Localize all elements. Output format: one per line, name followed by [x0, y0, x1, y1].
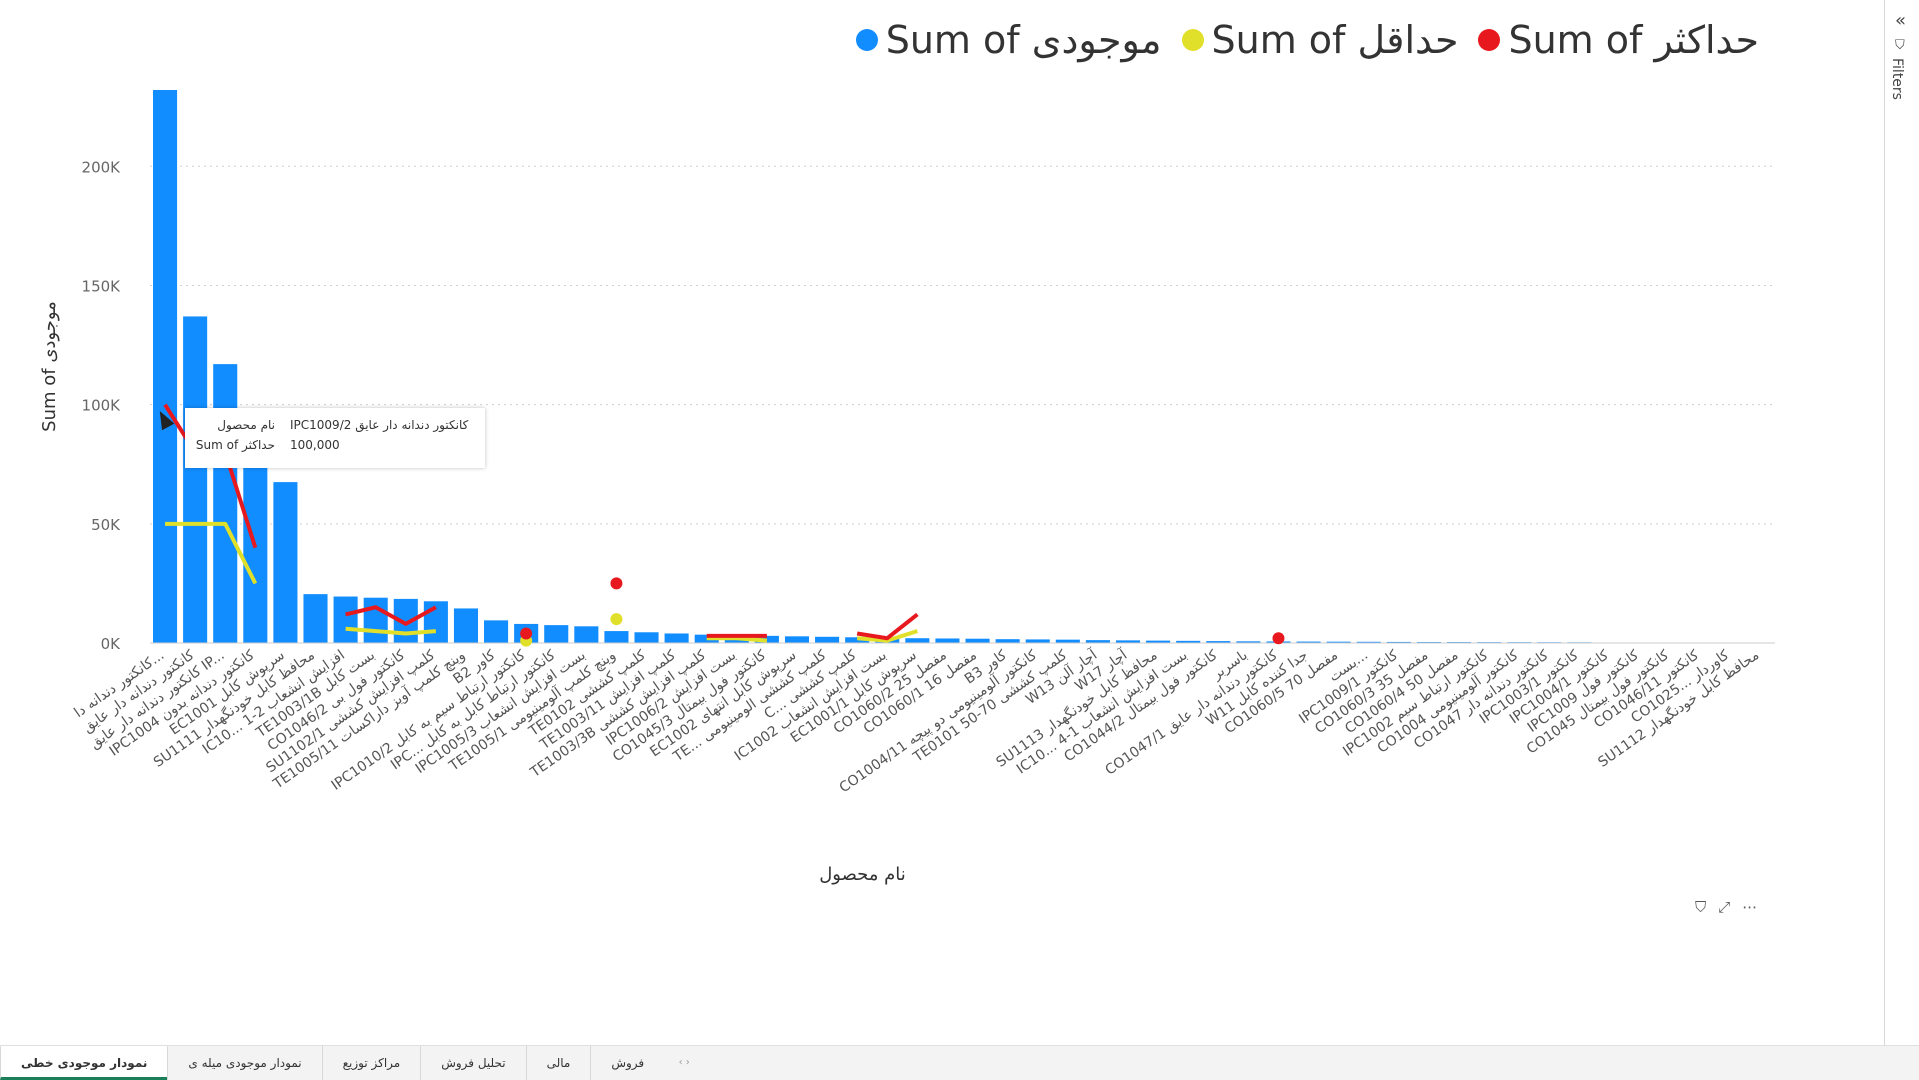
tab-sales[interactable]: فروش	[590, 1046, 664, 1080]
bar	[453, 608, 479, 643]
bar	[1115, 640, 1141, 643]
legend-item-max[interactable]: Sum of حداکثر	[1478, 18, 1759, 62]
bar	[363, 597, 388, 643]
bar	[544, 625, 569, 643]
y-tick-label: 200K	[82, 158, 122, 176]
bar	[243, 461, 268, 643]
min-point	[610, 613, 623, 626]
filters-pane[interactable]: « ⛉ Filters	[1884, 0, 1919, 1045]
min-line	[165, 521, 258, 585]
legend-dot-min	[1181, 29, 1204, 51]
bar	[1176, 640, 1201, 643]
more-options-icon[interactable]: ⋯	[1742, 898, 1758, 916]
tooltip-key-max: Sum of حداکثر	[195, 438, 275, 452]
legend-dot-stock	[855, 29, 878, 51]
y-axis-title: Sum of موجودی	[39, 301, 60, 432]
filter-icon[interactable]: ⛉	[1695, 898, 1707, 916]
legend-dot-max	[1478, 29, 1501, 51]
y-tick-label: 50K	[91, 516, 121, 534]
bar	[183, 316, 208, 643]
bar	[1326, 641, 1351, 643]
max-line	[856, 612, 919, 641]
bar	[1206, 641, 1231, 643]
bar	[784, 636, 810, 643]
tab-sales-analysis[interactable]: تحلیل فروش	[420, 1046, 525, 1080]
bar	[153, 90, 178, 643]
legend-label-min: Sum of حداقل	[1211, 18, 1459, 62]
collapse-chevron-icon[interactable]: «	[1895, 10, 1907, 31]
filters-label: Filters	[1889, 58, 1905, 100]
visual-header-icons: ⛉ ⤢ ⋯	[1695, 898, 1757, 916]
bar	[303, 594, 328, 643]
x-axis-title: نام محصول	[819, 864, 906, 885]
bar	[1055, 639, 1080, 643]
tab-finance[interactable]: مالی	[525, 1046, 591, 1080]
min-line	[706, 636, 768, 643]
bar	[1356, 641, 1381, 643]
y-tick-label: 100K	[82, 397, 122, 415]
tab-scroll-arrows-icon[interactable]: ‹ ›	[678, 1057, 690, 1068]
bar	[634, 632, 659, 643]
tab-inventory-bar-chart[interactable]: نمودار موجودی میله ی	[167, 1046, 321, 1080]
min-line	[857, 629, 918, 643]
funnel-icon: ⛉	[1895, 38, 1905, 53]
max-point	[610, 577, 623, 590]
bar	[574, 626, 599, 643]
bar	[935, 638, 960, 643]
bar	[965, 638, 990, 643]
tooltip-value-product: IPC1009/2 کانکتور دندانه دار عایق	[290, 418, 469, 432]
tab-distribution-centers[interactable]: مراکز توزیع	[321, 1046, 421, 1080]
bar	[815, 636, 840, 643]
tooltip-value-max: 100,000	[290, 438, 340, 452]
bar	[1025, 639, 1050, 643]
legend-item-stock[interactable]: Sum of موجودی	[855, 18, 1162, 62]
legend-item-min[interactable]: Sum of حداقل	[1181, 18, 1459, 62]
legend-label-max: Sum of حداکثر	[1508, 18, 1759, 62]
bar	[484, 620, 509, 643]
bar	[333, 596, 358, 643]
focus-mode-icon[interactable]: ⤢	[1718, 898, 1731, 916]
min-line	[345, 626, 437, 636]
tooltip-key-product: نام محصول	[217, 418, 275, 432]
y-tick-label: 0K	[101, 635, 122, 653]
bar	[1386, 641, 1411, 643]
y-tick-label: 150K	[82, 277, 122, 295]
bar	[1085, 640, 1110, 643]
max-point	[520, 627, 533, 640]
page-tabs: ‹ › فروش مالی تحلیل فروش مراکز توزیع نمو…	[0, 1045, 1919, 1080]
bar	[1146, 640, 1171, 643]
bar	[995, 639, 1020, 643]
bar	[1236, 641, 1261, 643]
bar	[604, 631, 629, 643]
bar	[1296, 641, 1321, 643]
bar	[213, 364, 238, 643]
tab-inventory-line-chart[interactable]: نمودار موجودی خطی	[0, 1046, 168, 1080]
bar	[273, 482, 298, 643]
bar	[905, 638, 930, 643]
max-point	[1272, 632, 1285, 645]
chart-tooltip: نام محصول IPC1009/2 کانکتور دندانه دار ع…	[185, 408, 485, 468]
legend-label-stock: Sum of موجودی	[885, 18, 1162, 62]
tooltip-row-max: Sum of حداکثر 100,000	[185, 438, 485, 456]
tooltip-row-product: نام محصول IPC1009/2 کانکتور دندانه دار ع…	[185, 418, 485, 436]
chart-legend: Sum of موجودی Sum of حداقل Sum of حداکثر	[855, 18, 1759, 62]
max-line	[345, 605, 437, 626]
bar	[664, 633, 689, 643]
